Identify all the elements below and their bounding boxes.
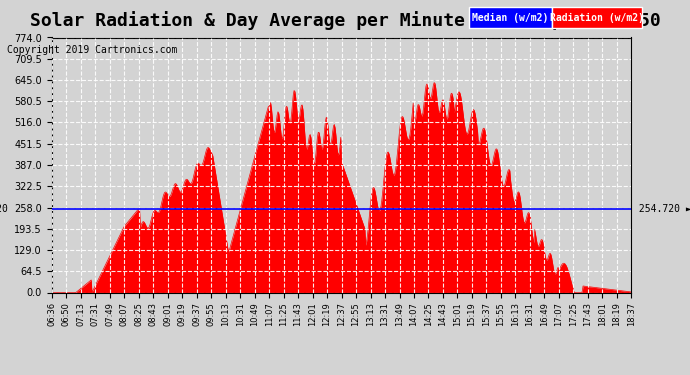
Text: Solar Radiation & Day Average per Minute  Thu Sep 19 18:50: Solar Radiation & Day Average per Minute…	[30, 11, 660, 30]
Text: 254.720 ►: 254.720 ►	[633, 204, 690, 214]
Text: Radiation (w/m2): Radiation (w/m2)	[550, 13, 644, 22]
Text: Median (w/m2): Median (w/m2)	[473, 13, 549, 22]
Text: ◄ 254.720: ◄ 254.720	[0, 204, 8, 214]
Text: Copyright 2019 Cartronics.com: Copyright 2019 Cartronics.com	[7, 45, 177, 55]
